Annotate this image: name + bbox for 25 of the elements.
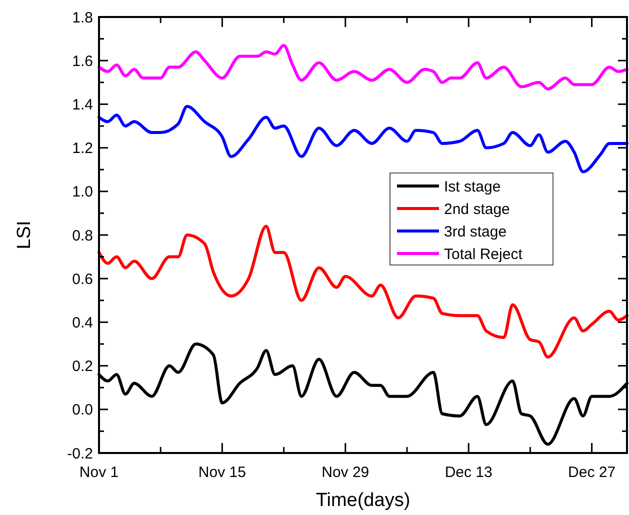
x-tick-label: Nov 29 xyxy=(322,464,370,481)
y-tick-label: 1.6 xyxy=(72,52,93,70)
line-series xyxy=(98,224,628,359)
legend-label: Total Reject xyxy=(444,246,524,263)
x-tick-label: Nov 1 xyxy=(79,464,119,481)
y-tick-label: 0.0 xyxy=(72,402,93,419)
legend-label: Ist stage xyxy=(444,178,501,196)
y-tick-label: 1.4 xyxy=(72,96,93,114)
x-tick-label: Dec 13 xyxy=(444,464,492,481)
x-tick-label: Dec 27 xyxy=(568,464,616,481)
y-tick-label: 1.0 xyxy=(72,184,93,201)
y-tick-label: 0.8 xyxy=(72,227,93,244)
y-tick-label: 0.6 xyxy=(72,270,93,288)
y-tick-label: -0.2 xyxy=(67,445,93,462)
y-tick-label: 1.8 xyxy=(72,9,93,26)
y-tick-label: 0.2 xyxy=(72,358,93,376)
line-series xyxy=(98,104,628,174)
legend-label: 3rd stage xyxy=(444,223,507,240)
legend-label: 2nd stage xyxy=(444,200,510,218)
x-tick-label: Nov 15 xyxy=(198,464,246,481)
y-tick-label: 1.2 xyxy=(72,140,93,158)
y-tick-label: 0.4 xyxy=(72,314,93,332)
y-axis-title: LSI xyxy=(14,220,35,250)
x-axis-title: Time(days) xyxy=(316,490,410,511)
line-series xyxy=(98,44,628,90)
